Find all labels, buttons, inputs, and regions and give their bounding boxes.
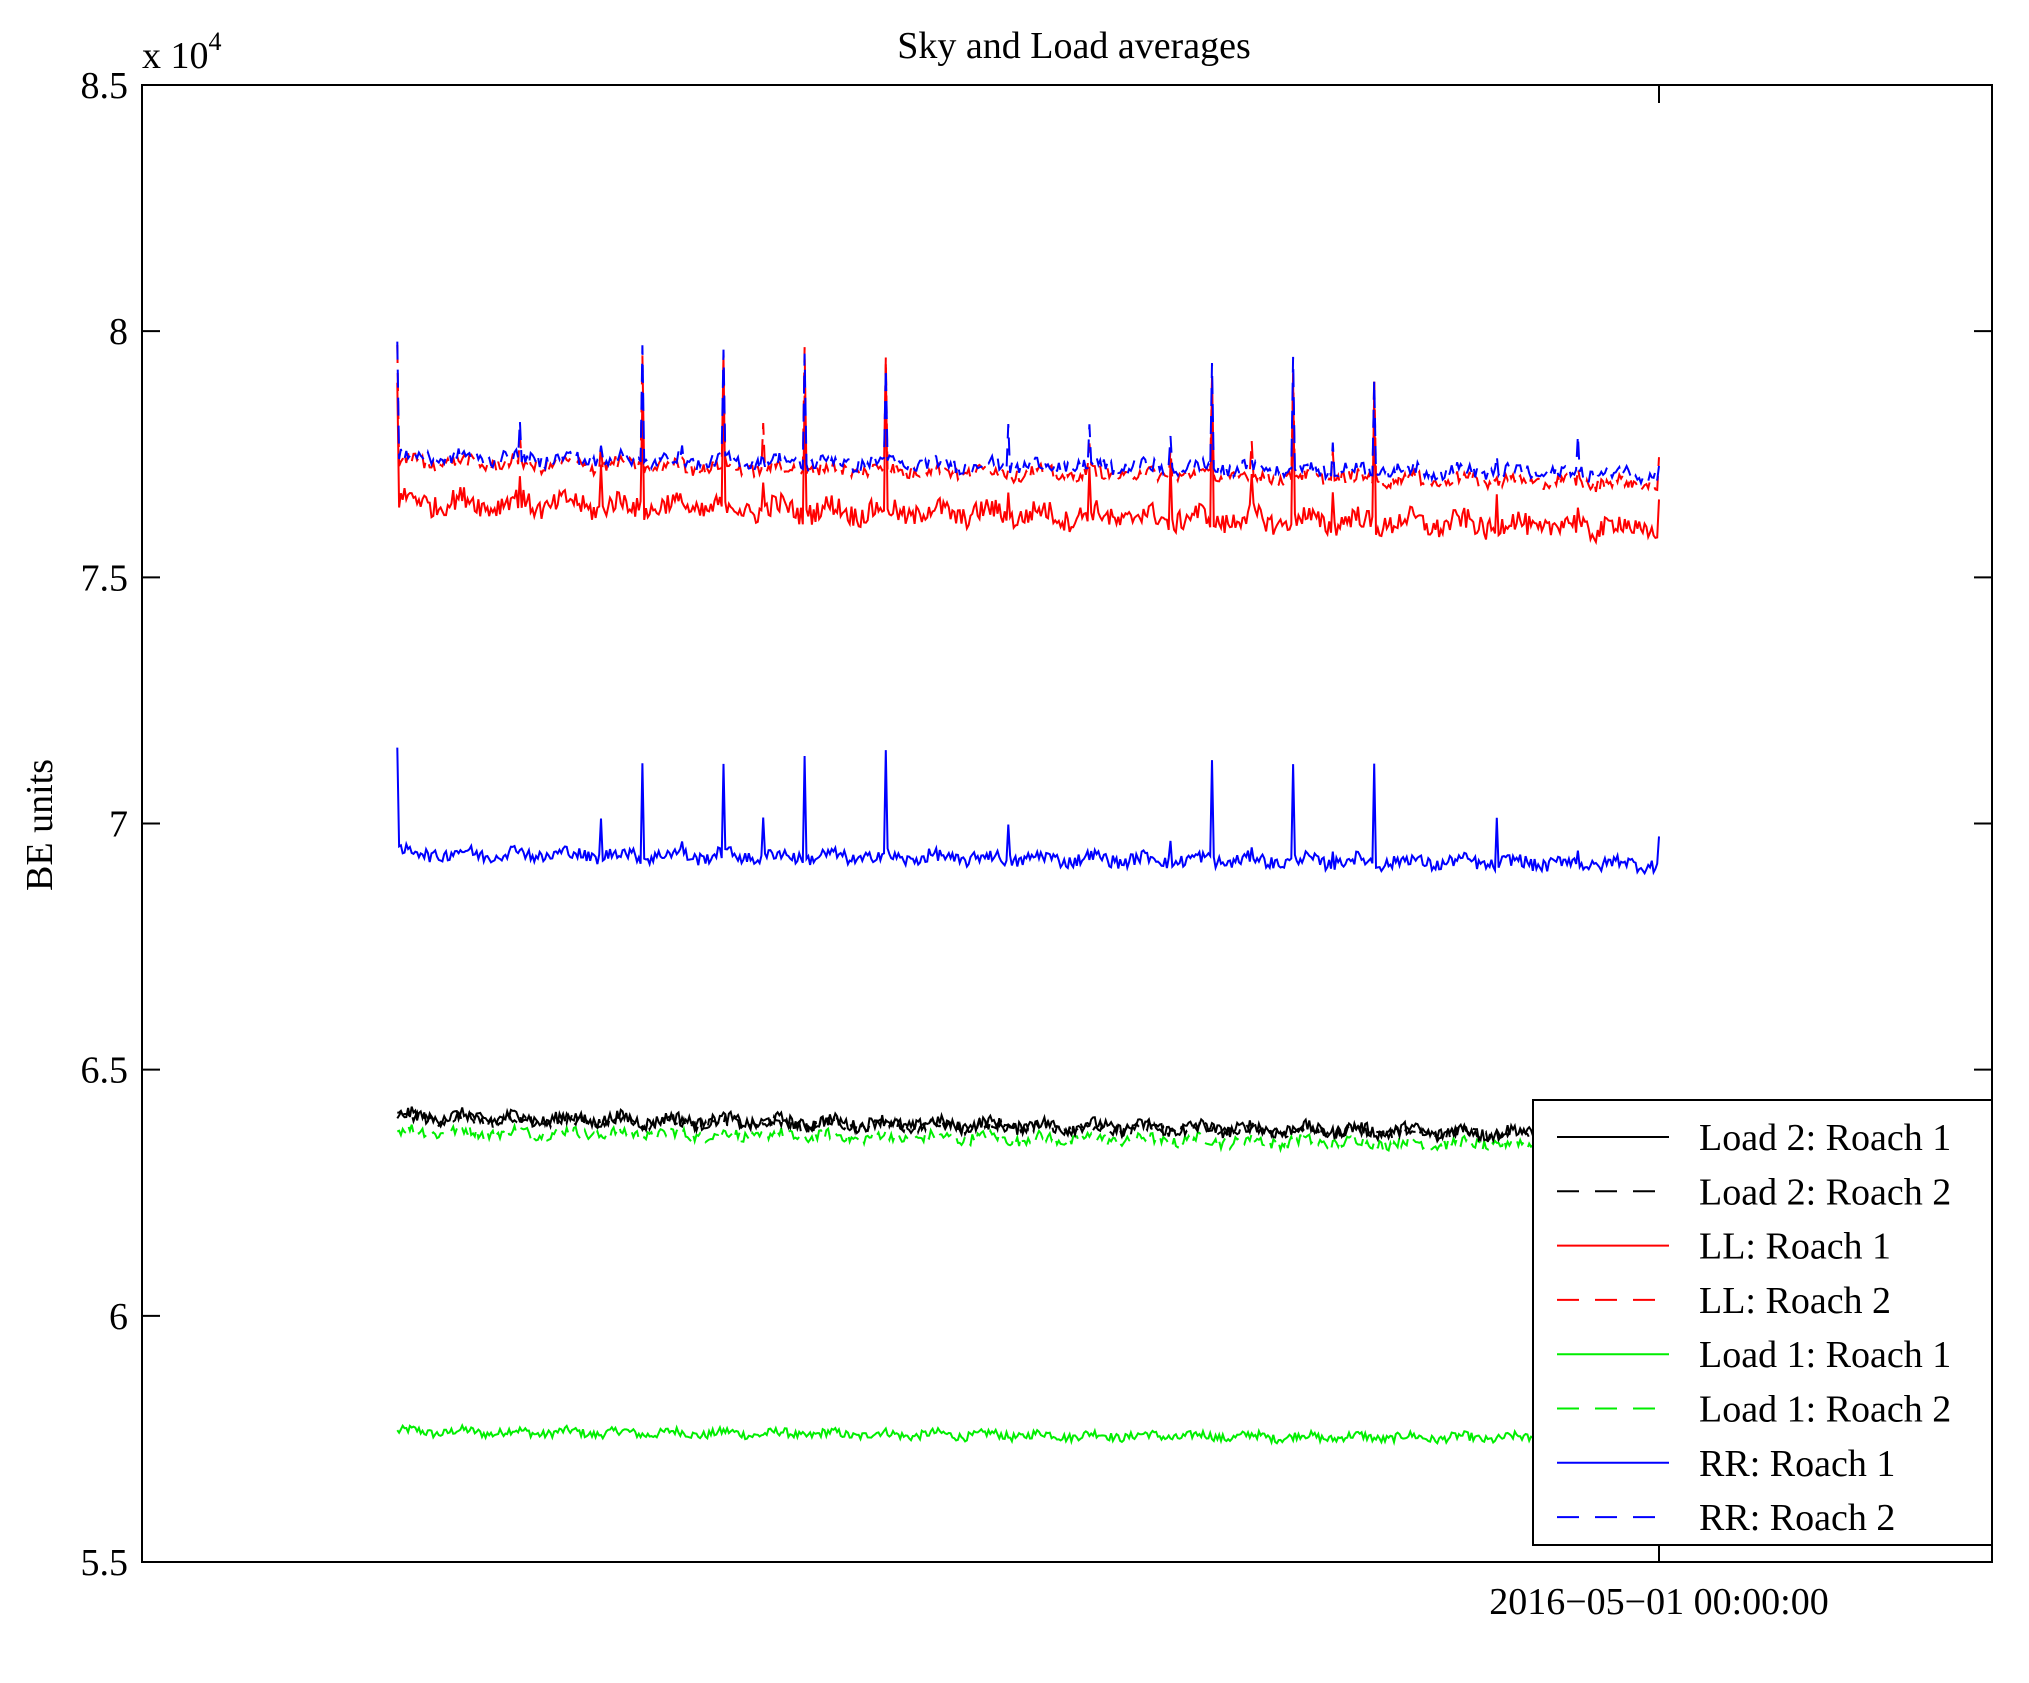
legend-label: RR: Roach 1 [1699,1443,1895,1485]
y-exponent-base: x 10 [142,35,209,77]
y-exponent-power: 4 [209,27,222,56]
chart-title: Sky and Load averages [897,25,1251,67]
axes-layer: 5.5 6 6.5 7 7.5 8 8.5 2016−05−01 00:00:00 [81,65,1993,1623]
legend-label: Load 2: Roach 2 [1699,1171,1951,1213]
series-line-2 [396,1109,1660,1146]
legend-label: LL: Roach 1 [1699,1226,1891,1268]
y-tick-label: 8.5 [81,65,129,107]
legend-label: LL: Roach 2 [1699,1280,1891,1322]
series-layer [396,341,1660,1447]
series-line-8 [396,341,1660,487]
series-line-4 [396,344,1660,494]
y-tick-label: 6.5 [81,1050,129,1092]
y-tick-label: 7 [109,804,128,846]
legend-label: RR: Roach 2 [1699,1497,1895,1539]
legend-label: Load 1: Roach 2 [1699,1389,1951,1431]
y-exponent-label: x 104 [142,27,222,77]
y-axis-label: BE units [19,759,61,891]
series-line-5 [396,1422,1660,1447]
legend-label: Load 2: Roach 1 [1699,1117,1951,1159]
legend-label: Load 1: Roach 1 [1699,1334,1951,1376]
x-tick-label: 2016−05−01 00:00:00 [1489,1581,1828,1623]
series-line-3 [396,358,1660,546]
y-tick-label: 8 [109,311,128,353]
legend-box [1532,1099,1993,1546]
y-tick-label: 6 [109,1296,128,1338]
legend: Load 2: Roach 1 Load 2: Roach 2 LL: Roach … [1532,1099,1993,1546]
y-tick-label: 7.5 [81,557,129,599]
series-line-7 [396,747,1660,876]
y-tick-label: 5.5 [81,1542,129,1584]
series-line-6 [396,1121,1660,1156]
